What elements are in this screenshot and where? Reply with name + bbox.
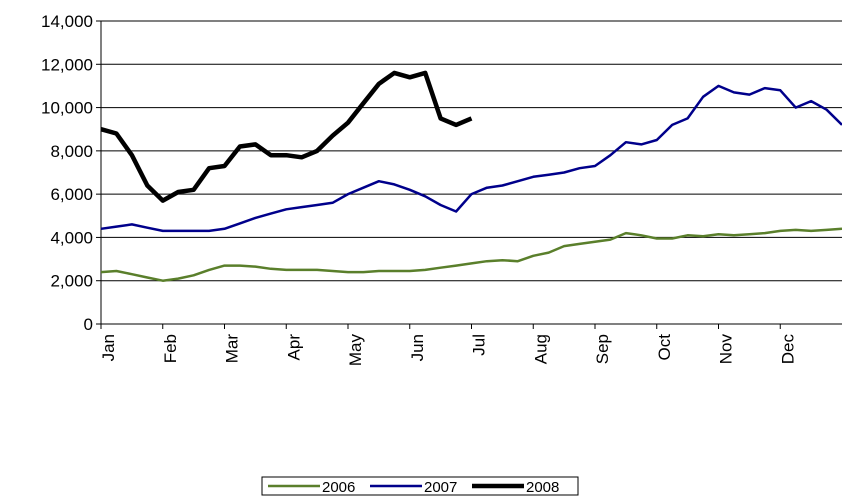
y-tick-label: 6,000: [50, 185, 93, 204]
y-tick-label: 12,000: [41, 55, 93, 74]
y-tick-label: 4,000: [50, 228, 93, 247]
x-tick-label: Feb: [161, 334, 180, 363]
series-line: [100, 84, 842, 233]
legend: 2006 2007 2008: [261, 476, 579, 496]
x-tick-label: Oct: [655, 334, 674, 361]
legend-label: 2007: [424, 479, 457, 496]
y-tick-label: 10,000: [41, 99, 93, 118]
y-tick-label: 14,000: [41, 12, 93, 31]
x-tick-label: Jul: [470, 334, 489, 356]
x-tick-label: May: [346, 334, 365, 367]
x-tick-label: Mar: [223, 334, 242, 364]
x-tick-label: Apr: [284, 334, 303, 361]
y-tick-label: 8,000: [50, 142, 93, 161]
legend-label: 2008: [526, 479, 559, 496]
y-tick-label: 2,000: [50, 272, 93, 291]
x-tick-label: Aug: [531, 334, 550, 364]
y-tick-label: 0: [84, 315, 93, 334]
legend-label: 2006: [322, 479, 355, 496]
series-line: [100, 227, 842, 282]
x-tick-label: Sep: [593, 334, 612, 364]
x-tick-label: Nov: [717, 334, 736, 365]
series-line: [100, 70, 473, 203]
x-tick-label: Jan: [99, 334, 118, 361]
x-tick-label: Jun: [408, 334, 427, 361]
x-tick-label: Dec: [778, 334, 797, 365]
